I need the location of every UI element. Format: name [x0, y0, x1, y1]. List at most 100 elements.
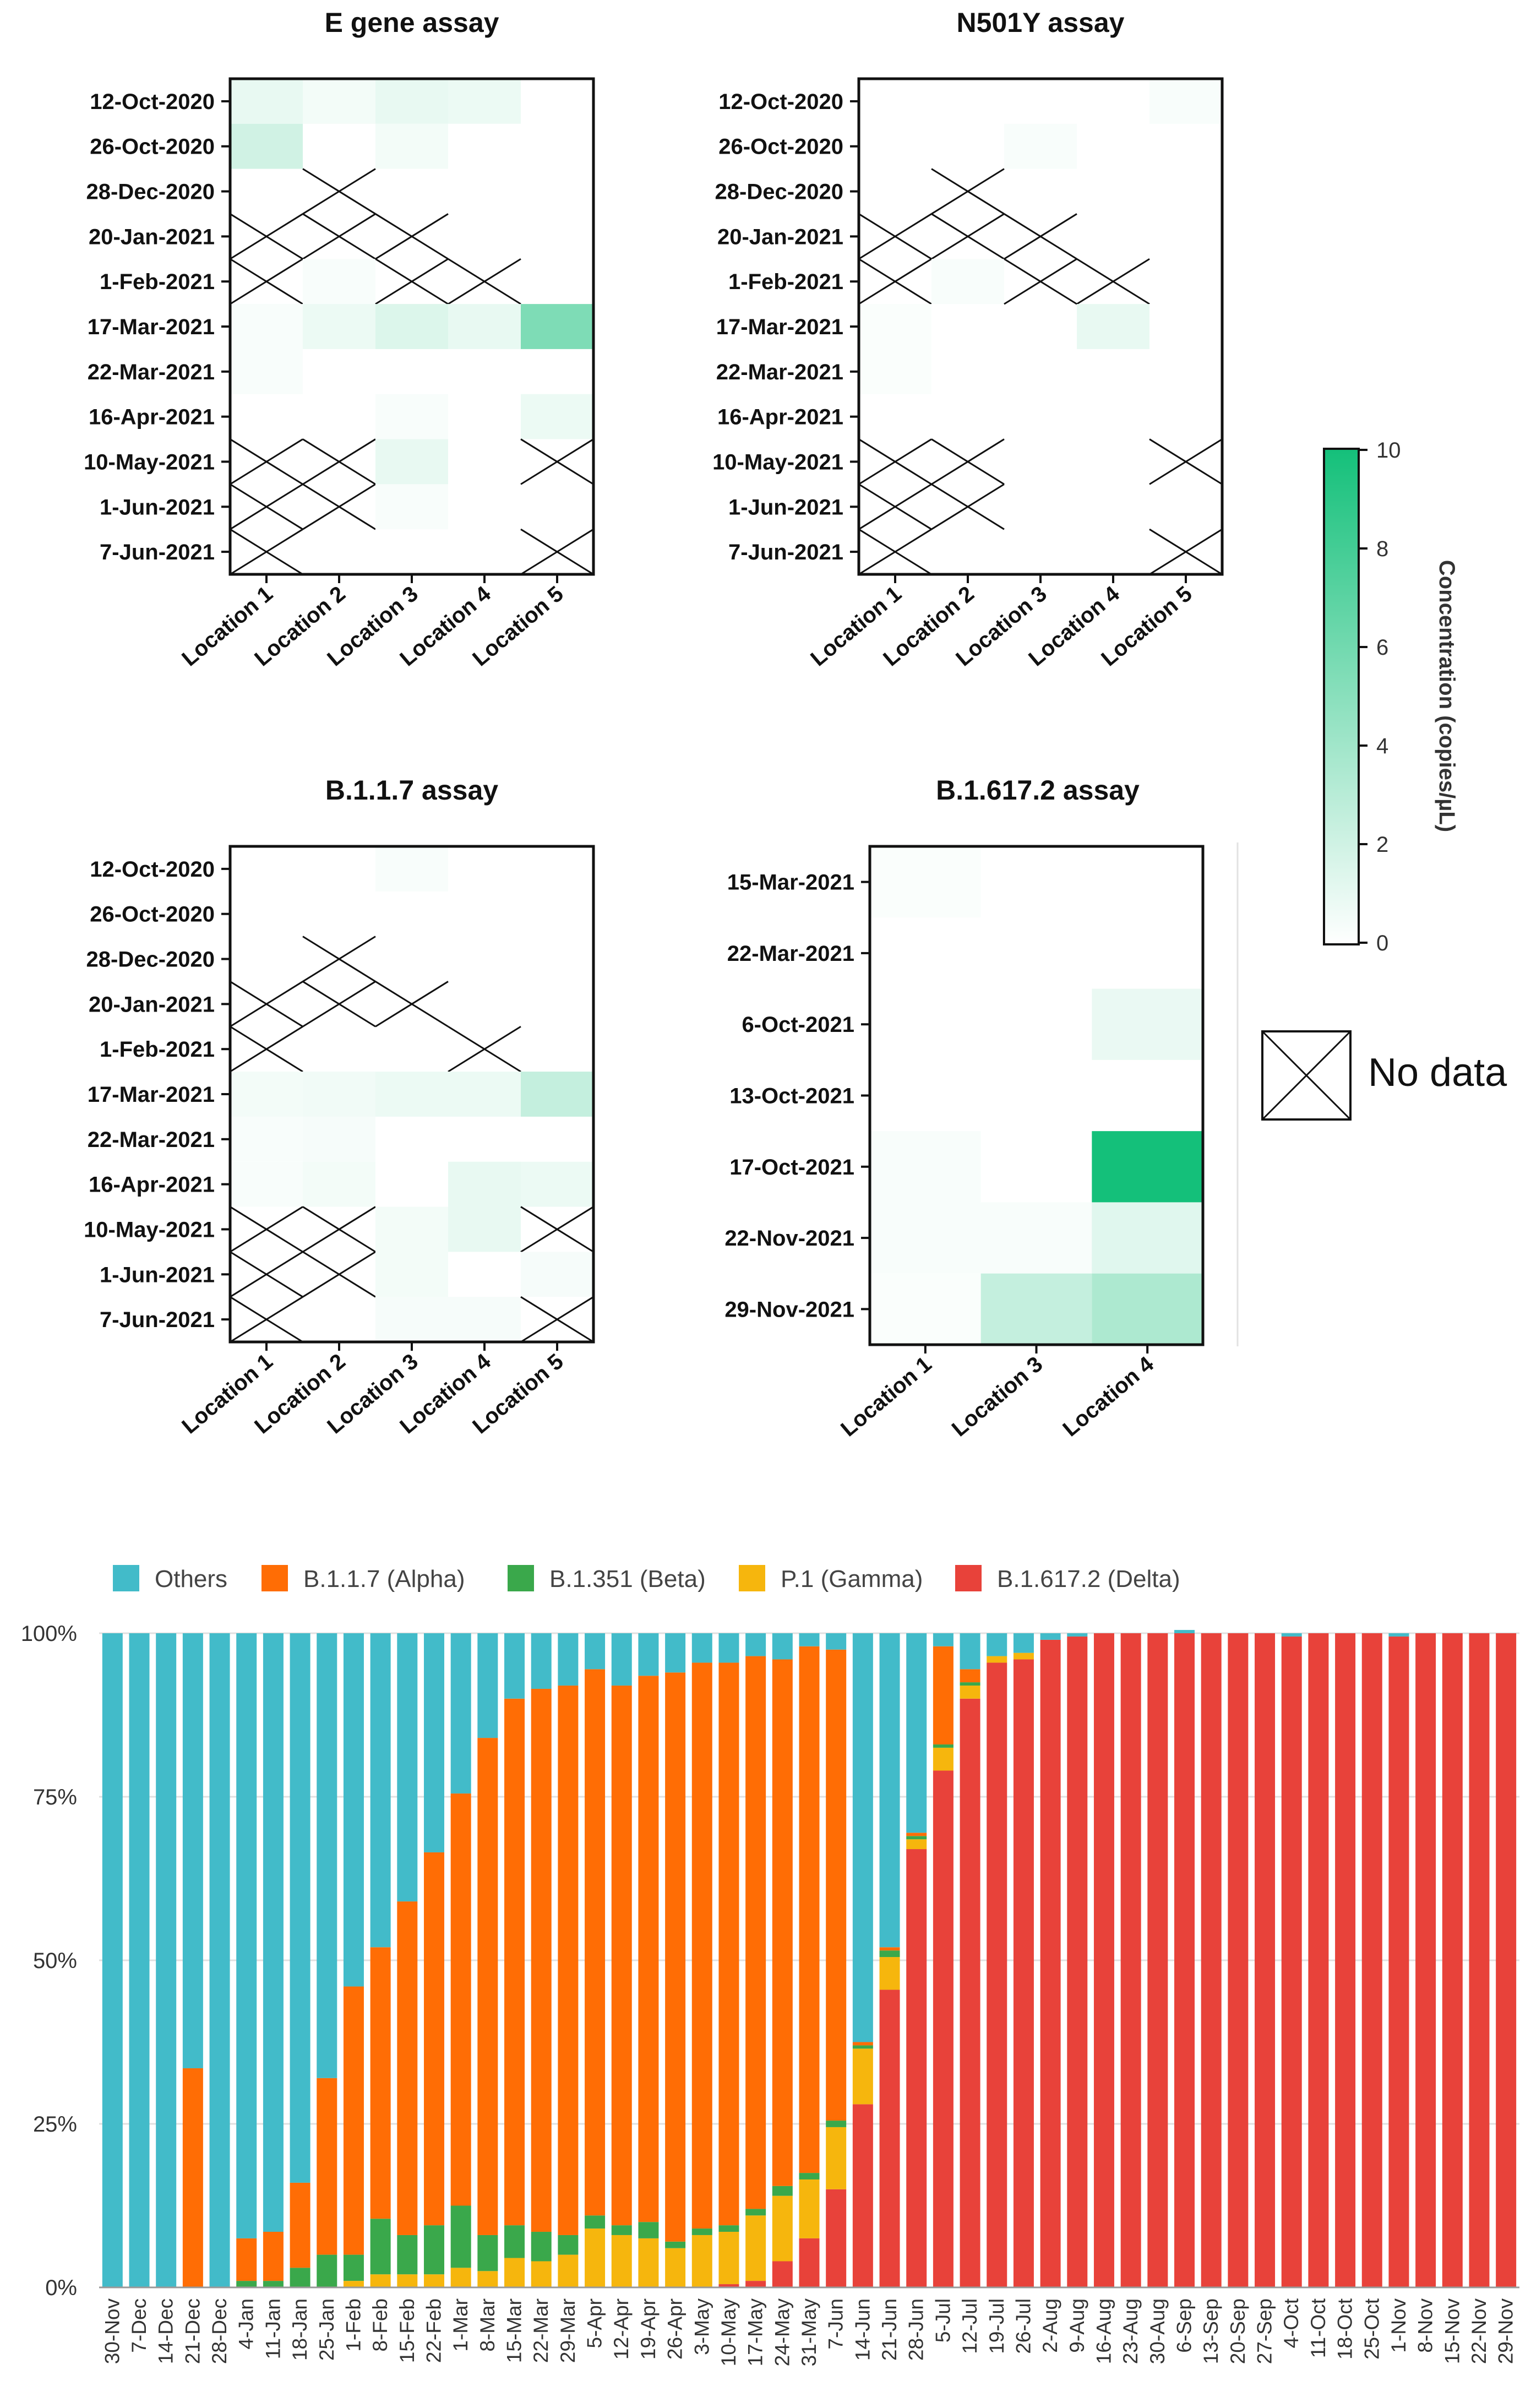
bar-segment	[772, 2195, 793, 2262]
heatmap-cell	[375, 846, 448, 892]
x-tick-label: 22-Feb	[422, 2298, 445, 2363]
bar-segment	[290, 2268, 310, 2287]
bar-segment	[477, 1633, 498, 1738]
colorbar-tick-label: 6	[1376, 635, 1388, 660]
no-data-cross	[448, 1025, 521, 1073]
bar-segment	[745, 2281, 766, 2287]
row-label: 28-Dec-2020	[715, 180, 844, 204]
x-tick-label: 26-Jul	[1012, 2298, 1034, 2354]
bar-segment	[1040, 1633, 1061, 1640]
x-tick-label: 5-Jul	[931, 2298, 954, 2342]
x-tick-label: 15-Feb	[396, 2298, 418, 2363]
x-tick-label: 24-May	[771, 2298, 793, 2367]
row-label: 16-Apr-2021	[89, 1173, 215, 1197]
bar-segment	[933, 1646, 954, 1744]
no-data-cross	[230, 213, 303, 260]
y-tick-label: 75%	[33, 1785, 77, 1809]
bar-segment	[450, 1793, 471, 2206]
bar-segment	[772, 1633, 793, 1660]
no-data-cross	[931, 438, 1005, 485]
no-data-cross	[1004, 213, 1077, 260]
bar-segment	[263, 1633, 284, 2232]
row-label: 22-Mar-2021	[727, 942, 854, 966]
x-tick-label: 1-Feb	[342, 2298, 364, 2352]
bar-segment	[397, 1633, 418, 1902]
x-tick-label: 19-Jul	[985, 2298, 1008, 2354]
bar-segment	[745, 2209, 766, 2216]
heatmap-cell	[375, 304, 448, 349]
bar-segment	[317, 1633, 337, 2078]
column-label: Location 1	[836, 1352, 936, 1441]
bar-segment	[504, 1633, 525, 1699]
colorbar-tick-label: 0	[1376, 931, 1388, 955]
x-tick-label: 9-Aug	[1066, 2298, 1088, 2353]
heatmap-cell	[375, 394, 448, 439]
bar-segment	[423, 2274, 444, 2287]
row-label: 1-Jun-2021	[728, 495, 843, 519]
no-data-cross	[858, 258, 932, 305]
heatmap-cell	[448, 79, 521, 124]
no-data-cross	[931, 168, 1005, 215]
no-data-cross	[302, 168, 376, 215]
bar-segment	[397, 2274, 418, 2287]
bar-segment	[1201, 1633, 1222, 2287]
bar-segment	[852, 2042, 873, 2046]
x-tick-label: 7-Jun	[825, 2298, 847, 2350]
bar-segment	[879, 1990, 900, 2287]
row-label: 12-Oct-2020	[718, 90, 843, 114]
x-tick-label: 6-Sep	[1173, 2298, 1196, 2353]
column-label: Location 3	[947, 1352, 1048, 1441]
bar-segment	[397, 2235, 418, 2275]
x-tick-label: 12-Jul	[958, 2298, 981, 2354]
bar-segment	[585, 1633, 606, 1670]
heatmap-cell	[980, 1202, 1092, 1274]
x-tick-label: 4-Oct	[1280, 2298, 1303, 2348]
bar-segment	[585, 1669, 606, 2216]
bar-segment	[665, 2248, 686, 2287]
x-tick-label: 13-Sep	[1200, 2298, 1222, 2364]
bar-segment	[852, 2048, 873, 2105]
heatmap-cell	[230, 304, 303, 349]
bar-segment	[236, 2238, 257, 2281]
no-data-cross	[520, 1296, 594, 1343]
bar-segment	[423, 2225, 444, 2275]
x-tick-label: 22-Mar	[530, 2298, 552, 2363]
bar-segment	[1174, 1633, 1195, 2287]
bar-segment	[611, 2225, 632, 2235]
bar-segment	[638, 2222, 659, 2238]
heatmap-cell	[1092, 1131, 1203, 1203]
heatmap-title: B.1.1.7 assay	[325, 775, 498, 806]
x-tick-label: 1-Nov	[1387, 2298, 1410, 2353]
heatmap-cell	[870, 846, 981, 918]
bar-segment	[1361, 1633, 1382, 2287]
row-label: 17-Mar-2021	[88, 315, 215, 339]
colorbar-gradient	[1323, 448, 1360, 945]
heatmap-cell	[1077, 304, 1149, 349]
row-label: 22-Nov-2021	[724, 1226, 854, 1251]
heatmap-cell	[859, 349, 931, 394]
row-label: 28-Dec-2020	[86, 948, 215, 972]
bar-segment	[826, 2189, 847, 2287]
bar-segment	[611, 2235, 632, 2287]
bar-segment	[397, 1901, 418, 2235]
x-tick-label: 27-Sep	[1254, 2298, 1276, 2364]
bar-segment	[826, 1633, 847, 1650]
variant-proportion-bar-chart: Others B.1.1.7 (Alpha) B.1.351 (Beta) P.1 (…	[21, 1565, 1519, 2366]
heatmap-n501y-assay: N501Y assay 12-Oct-2020 26-Oct-2020 28-Dec…	[712, 7, 1224, 671]
row-label: 1-Jun-2021	[100, 495, 215, 519]
row-label: 17-Oct-2021	[729, 1155, 854, 1179]
no-data-cross	[858, 483, 932, 530]
no-data-cross	[520, 528, 594, 575]
bar-segment	[263, 2232, 284, 2281]
legend-label: B.1.351 (Beta)	[549, 1566, 706, 1592]
no-data-cross	[520, 1206, 594, 1253]
heatmap-cell	[980, 1273, 1092, 1345]
bar-segment	[852, 1633, 873, 2042]
x-tick-label: 11-Oct	[1307, 2298, 1330, 2358]
x-tick-label: 10-May	[717, 2298, 740, 2367]
bar-segment	[638, 1676, 659, 2222]
bar-segment	[933, 1747, 954, 1771]
heatmap-cell	[521, 1161, 593, 1207]
legend-swatch	[508, 1565, 534, 1591]
row-label: 7-Jun-2021	[100, 540, 215, 564]
